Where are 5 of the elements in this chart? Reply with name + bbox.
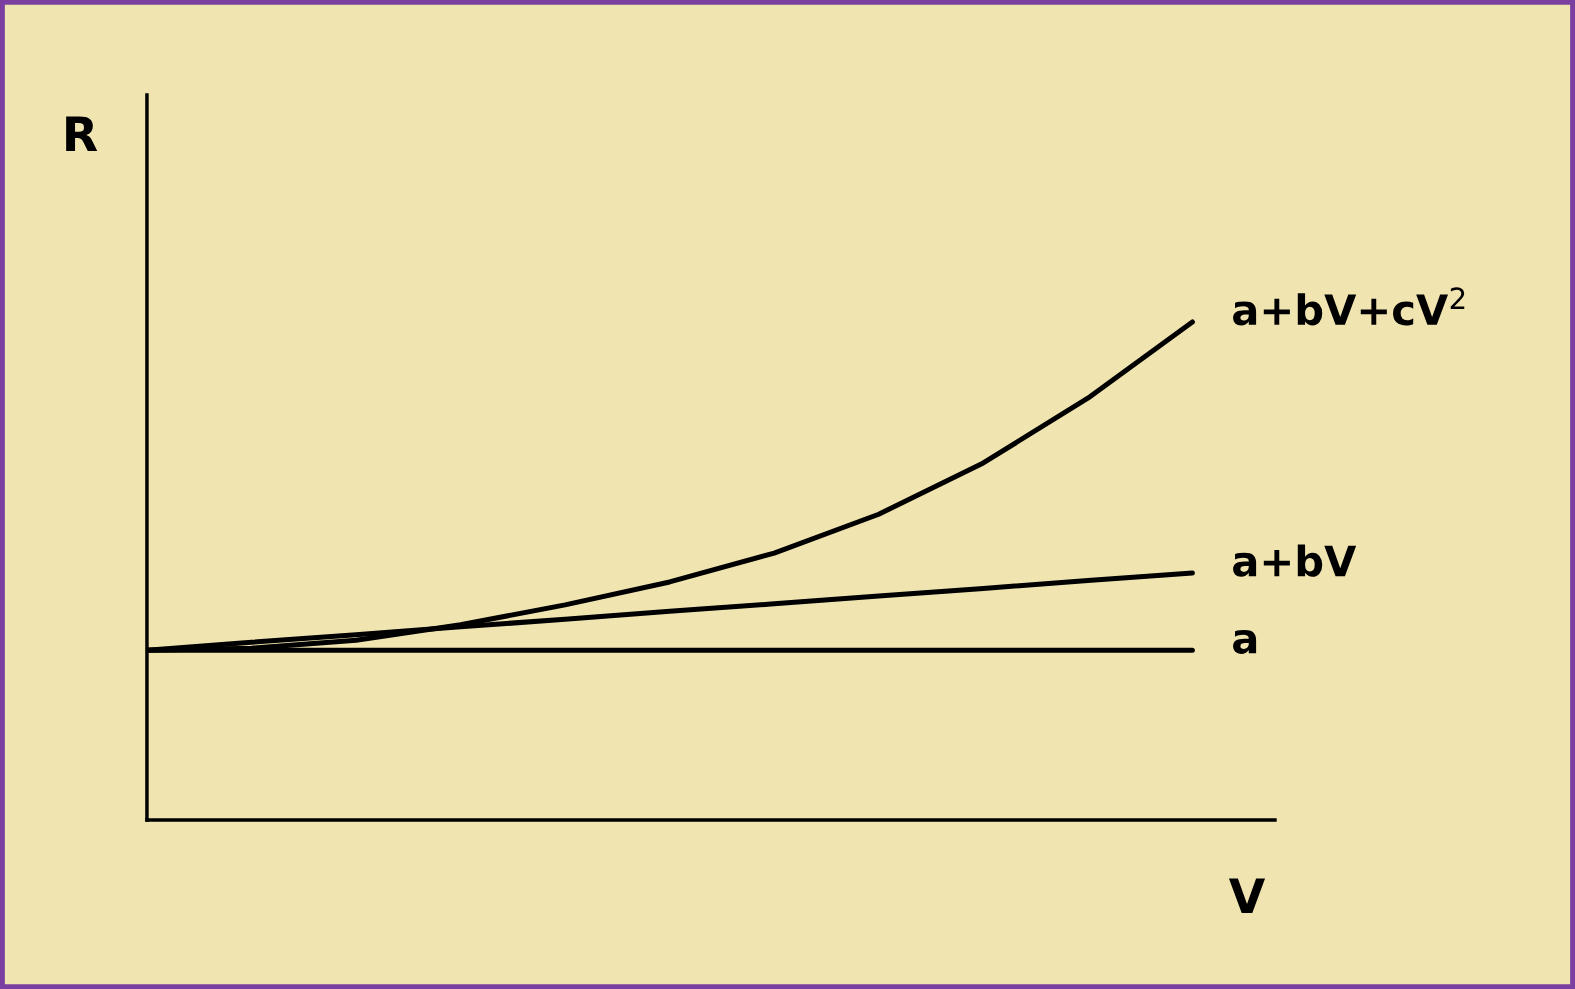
series-label: a [1233,630,1257,654]
series-label: a+bV+cV$^{2}$ [1233,287,1465,326]
y-axis-title: R [66,116,98,152]
series-label: a+bV [1233,544,1357,577]
x-axis-title: V [1228,878,1266,914]
